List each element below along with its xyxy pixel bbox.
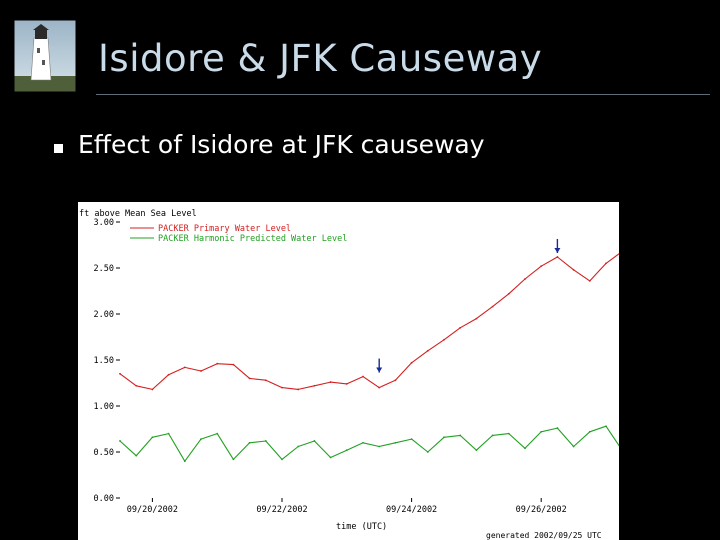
data-point-primary xyxy=(281,386,283,389)
chart-svg: ft above Mean Sea Level PACKER Primary W… xyxy=(79,209,619,540)
data-point-primary xyxy=(200,370,202,372)
y-tick-label: 0.50 xyxy=(94,448,114,458)
x-tick-label: 09/26/2002 xyxy=(516,505,567,515)
data-point-predicted xyxy=(588,430,591,433)
data-point-predicted xyxy=(216,432,219,435)
y-tick-label: 2.00 xyxy=(94,310,114,320)
data-point-primary xyxy=(183,366,186,369)
x-tick-label: 09/22/2002 xyxy=(256,505,307,515)
data-point-primary xyxy=(556,256,559,258)
water-level-chart: ft above Mean Sea Level PACKER Primary W… xyxy=(78,202,619,540)
data-point-primary xyxy=(378,386,381,389)
chart-footer: generated 2002/09/25 UTC xyxy=(486,531,602,540)
arrow-annotation-head xyxy=(554,247,561,253)
data-point-predicted xyxy=(119,440,121,442)
data-point-primary xyxy=(167,373,170,376)
data-point-predicted xyxy=(410,438,413,441)
data-point-predicted xyxy=(491,434,494,437)
data-point-predicted xyxy=(281,458,283,461)
data-point-primary xyxy=(394,379,397,382)
arrow-annotation-head xyxy=(376,367,383,373)
data-point-primary xyxy=(475,317,478,320)
data-point-primary xyxy=(588,279,591,282)
data-point-predicted xyxy=(135,454,138,457)
data-point-primary xyxy=(248,377,251,380)
data-point-predicted xyxy=(507,432,510,435)
data-point-predicted xyxy=(151,436,154,439)
bullet-marker xyxy=(54,144,63,153)
data-point-predicted xyxy=(443,436,445,439)
data-point-primary xyxy=(443,338,445,341)
data-point-primary xyxy=(313,384,316,387)
data-point-predicted xyxy=(183,460,186,463)
y-tick-label: 0.00 xyxy=(94,494,114,504)
data-point-predicted xyxy=(394,441,397,444)
data-point-primary xyxy=(491,305,494,308)
y-tick-label: 2.50 xyxy=(94,264,114,274)
title-divider xyxy=(96,94,710,95)
y-tick-label: 1.00 xyxy=(94,402,114,412)
data-point-primary xyxy=(507,292,510,295)
data-point-primary xyxy=(426,349,429,352)
data-point-primary xyxy=(232,363,235,366)
data-point-primary xyxy=(459,326,462,329)
data-point-predicted xyxy=(459,434,462,437)
data-point-predicted xyxy=(232,458,235,461)
series-line-primary xyxy=(119,253,619,390)
data-point-predicted xyxy=(540,430,543,433)
data-point-predicted xyxy=(475,449,478,452)
data-point-predicted xyxy=(345,449,348,452)
data-point-primary xyxy=(119,372,121,375)
data-point-primary xyxy=(135,384,138,387)
legend-entry-primary: PACKER Primary Water Level xyxy=(158,224,291,234)
lighthouse-logo xyxy=(13,19,77,93)
data-point-predicted xyxy=(572,445,575,448)
data-point-predicted xyxy=(329,456,332,459)
data-point-predicted xyxy=(167,432,170,435)
data-point-predicted xyxy=(426,451,429,453)
data-point-predicted xyxy=(605,425,607,428)
x-tick-label: 09/20/2002 xyxy=(127,505,178,515)
x-tick-label: 09/24/2002 xyxy=(386,505,437,515)
legend-entry-predicted: PACKER Harmonic Predicted Water Level xyxy=(158,234,347,244)
data-point-primary xyxy=(572,268,575,271)
y-axis-label: ft above Mean Sea Level xyxy=(79,209,197,219)
data-point-primary xyxy=(151,388,154,391)
data-point-primary xyxy=(297,388,300,391)
data-point-primary xyxy=(345,383,348,385)
data-point-predicted xyxy=(313,440,316,442)
data-point-predicted xyxy=(362,441,364,444)
data-point-predicted xyxy=(556,427,559,429)
data-point-predicted xyxy=(378,445,381,448)
data-point-predicted xyxy=(200,438,202,441)
y-tick-label: 1.50 xyxy=(94,356,114,366)
data-point-primary xyxy=(524,278,526,280)
y-tick-label: 3.00 xyxy=(94,218,114,228)
data-point-predicted xyxy=(248,441,251,444)
data-point-primary xyxy=(410,361,413,364)
data-point-predicted xyxy=(264,440,267,442)
data-point-primary xyxy=(362,375,364,378)
x-axis-label: time (UTC) xyxy=(336,522,387,532)
data-point-primary xyxy=(540,265,543,268)
data-point-primary xyxy=(216,362,219,365)
data-point-primary xyxy=(264,379,267,382)
data-point-primary xyxy=(605,262,607,265)
bullet-text: Effect of Isidore at JFK causeway xyxy=(78,130,485,159)
data-point-predicted xyxy=(297,445,300,448)
data-point-predicted xyxy=(524,447,526,450)
data-point-primary xyxy=(329,381,332,383)
slide-title: Isidore & JFK Causeway xyxy=(98,37,543,80)
series-line-predicted xyxy=(119,425,619,462)
